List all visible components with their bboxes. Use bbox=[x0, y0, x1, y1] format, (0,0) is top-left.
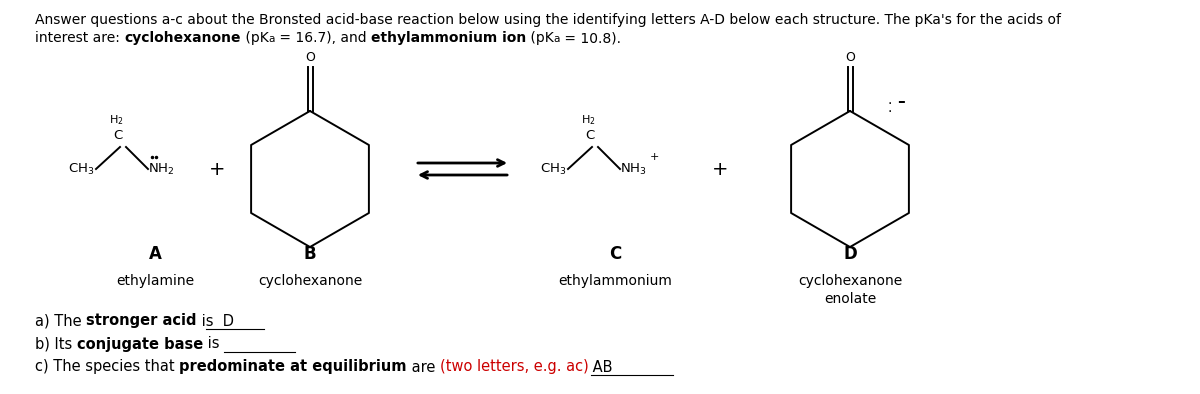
Text: D: D bbox=[844, 245, 857, 263]
Text: are: are bbox=[407, 359, 439, 375]
Text: (two letters, e.g. ac): (two letters, e.g. ac) bbox=[439, 359, 588, 375]
Text: a) The: a) The bbox=[35, 314, 86, 329]
Text: ethylammonium ion: ethylammonium ion bbox=[371, 31, 526, 45]
Text: O: O bbox=[305, 51, 314, 64]
Text: –: – bbox=[898, 94, 905, 109]
Text: ethylamine: ethylamine bbox=[116, 274, 194, 288]
Text: b) Its: b) Its bbox=[35, 336, 77, 351]
Text: C: C bbox=[608, 245, 622, 263]
Text: is  D: is D bbox=[197, 314, 234, 329]
Text: C: C bbox=[113, 129, 122, 142]
Text: H$_2$: H$_2$ bbox=[109, 113, 124, 127]
Text: AB: AB bbox=[588, 359, 613, 375]
Text: ·: · bbox=[887, 105, 892, 119]
Text: O: O bbox=[845, 51, 854, 64]
Text: a: a bbox=[269, 34, 275, 44]
Text: predominate at equilibrium: predominate at equilibrium bbox=[179, 359, 407, 375]
Text: CH$_3$: CH$_3$ bbox=[540, 162, 566, 177]
Text: = 10.8).: = 10.8). bbox=[560, 31, 622, 45]
Text: cyclohexanone: cyclohexanone bbox=[125, 31, 241, 45]
Text: C: C bbox=[586, 129, 595, 142]
Text: Answer questions a-c about the Bronsted acid-base reaction below using the ident: Answer questions a-c about the Bronsted … bbox=[35, 13, 1061, 27]
Text: is: is bbox=[203, 336, 220, 351]
Text: enolate: enolate bbox=[824, 292, 876, 306]
Text: c) The species that: c) The species that bbox=[35, 359, 179, 375]
Text: +: + bbox=[209, 160, 226, 178]
Text: H$_2$: H$_2$ bbox=[581, 113, 595, 127]
Text: cyclohexanone: cyclohexanone bbox=[798, 274, 902, 288]
Text: a: a bbox=[554, 34, 560, 44]
Text: CH$_3$: CH$_3$ bbox=[68, 162, 95, 177]
Text: conjugate base: conjugate base bbox=[77, 336, 203, 351]
Text: +: + bbox=[650, 152, 659, 162]
Text: ethylammonium: ethylammonium bbox=[558, 274, 672, 288]
Text: ·: · bbox=[887, 97, 892, 111]
Text: cyclohexanone: cyclohexanone bbox=[258, 274, 362, 288]
Text: A: A bbox=[149, 245, 162, 263]
Text: NH$_3$: NH$_3$ bbox=[620, 162, 647, 177]
Text: stronger acid: stronger acid bbox=[86, 314, 197, 329]
Text: = 16.7), and: = 16.7), and bbox=[275, 31, 371, 45]
Text: (pK: (pK bbox=[526, 31, 554, 45]
Text: B: B bbox=[304, 245, 317, 263]
Text: (pK: (pK bbox=[241, 31, 269, 45]
Text: interest are:: interest are: bbox=[35, 31, 125, 45]
Text: +: + bbox=[712, 160, 728, 178]
Text: NH$_2$: NH$_2$ bbox=[148, 162, 174, 177]
